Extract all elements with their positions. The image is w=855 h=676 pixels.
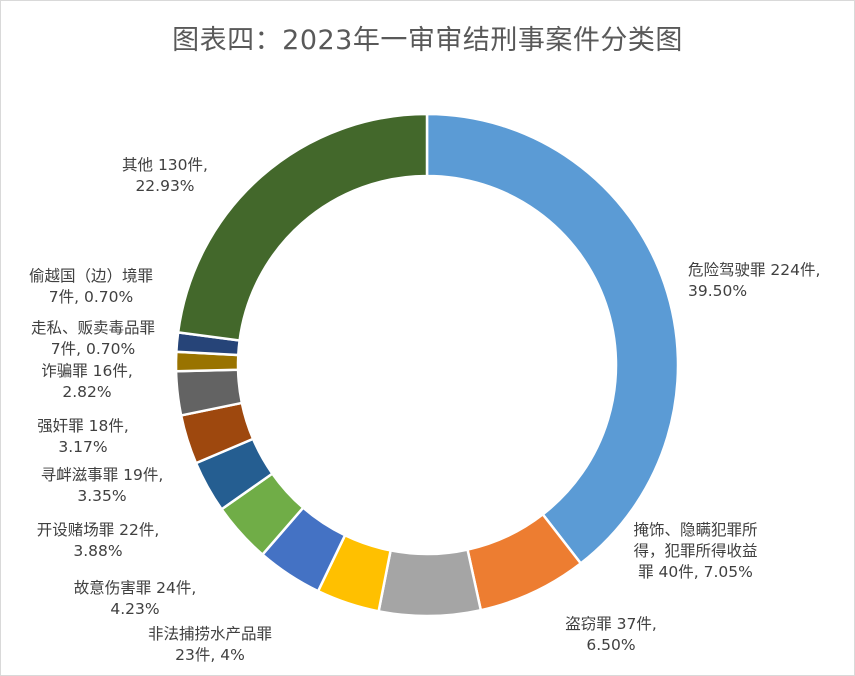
slice-theft xyxy=(377,548,483,618)
data-label-border-crossing: 偷越国（边）境罪 7件, 0.70% xyxy=(16,266,166,308)
data-label-line: 6.50% xyxy=(586,636,636,654)
data-label-line: 偷越国（边）境罪 xyxy=(28,267,153,285)
slice-other xyxy=(176,112,429,342)
data-label-theft: 盗窃罪 37件, 6.50% xyxy=(556,614,666,656)
data-label-concealing-proceeds: 掩饰、隐瞒犯罪所 得，犯罪所得收益罪 40件, 7.05% xyxy=(608,520,783,583)
data-label-other: 其他 130件, 22.93% xyxy=(110,155,220,197)
chart-title: 图表四：2023年一审审结刑事案件分类图 xyxy=(172,25,683,56)
data-label-line: 7件, 0.70% xyxy=(48,288,134,306)
data-label-provoking-trouble: 寻衅滋事罪 19件, 3.35% xyxy=(22,465,182,507)
data-label-line: 故意伤害罪 24件, xyxy=(73,579,197,597)
data-label-line: 3.88% xyxy=(73,542,123,560)
data-label-line: 4.23% xyxy=(110,600,160,618)
data-label-line: 2.82% xyxy=(62,383,112,401)
data-label-drugs: 走私、贩卖毒品罪 7件, 0.70% xyxy=(18,318,168,360)
data-label-illegal-fishing: 非法捕捞水产品罪 23件, 4% xyxy=(130,624,290,666)
data-label-line: 盗窃罪 37件, xyxy=(565,615,657,633)
data-label-intentional-injury: 故意伤害罪 24件, 4.23% xyxy=(55,578,215,620)
data-label-line: 危险驾驶罪 224件, xyxy=(688,261,821,279)
data-label-line: 3.35% xyxy=(77,487,127,505)
data-label-line: 诈骗罪 16件, xyxy=(41,362,133,380)
data-label-dangerous-driving: 危险驾驶罪 224件, 39.50% xyxy=(688,260,820,302)
data-label-line: 39.50% xyxy=(688,282,748,300)
data-label-line: 开设赌场罪 22件, xyxy=(36,521,160,539)
data-label-line: 非法捕捞水产品罪 xyxy=(147,625,272,643)
data-label-line: 3.17% xyxy=(58,438,108,456)
slice-dangerous-driving xyxy=(425,112,680,566)
data-label-rape: 强奸罪 18件, 3.17% xyxy=(28,416,138,458)
data-label-line: 走私、贩卖毒品罪 xyxy=(30,319,155,337)
data-label-casino: 开设赌场罪 22件, 3.88% xyxy=(18,520,178,562)
data-label-line: 其他 130件, xyxy=(122,156,208,174)
data-label-line: 强奸罪 18件, xyxy=(37,417,129,435)
data-label-line: 得，犯罪所得收益 xyxy=(633,542,758,560)
data-label-line: 掩饰、隐瞒犯罪所 xyxy=(633,521,758,539)
data-label-line: 7件, 0.70% xyxy=(50,340,136,358)
data-label-line: 罪 40件, 7.05% xyxy=(638,563,753,581)
data-label-line: 寻衅滋事罪 19件, xyxy=(40,466,164,484)
data-label-line: 22.93% xyxy=(135,177,195,195)
data-label-line: 23件, 4% xyxy=(175,646,245,664)
data-label-fraud: 诈骗罪 16件, 2.82% xyxy=(32,361,142,403)
